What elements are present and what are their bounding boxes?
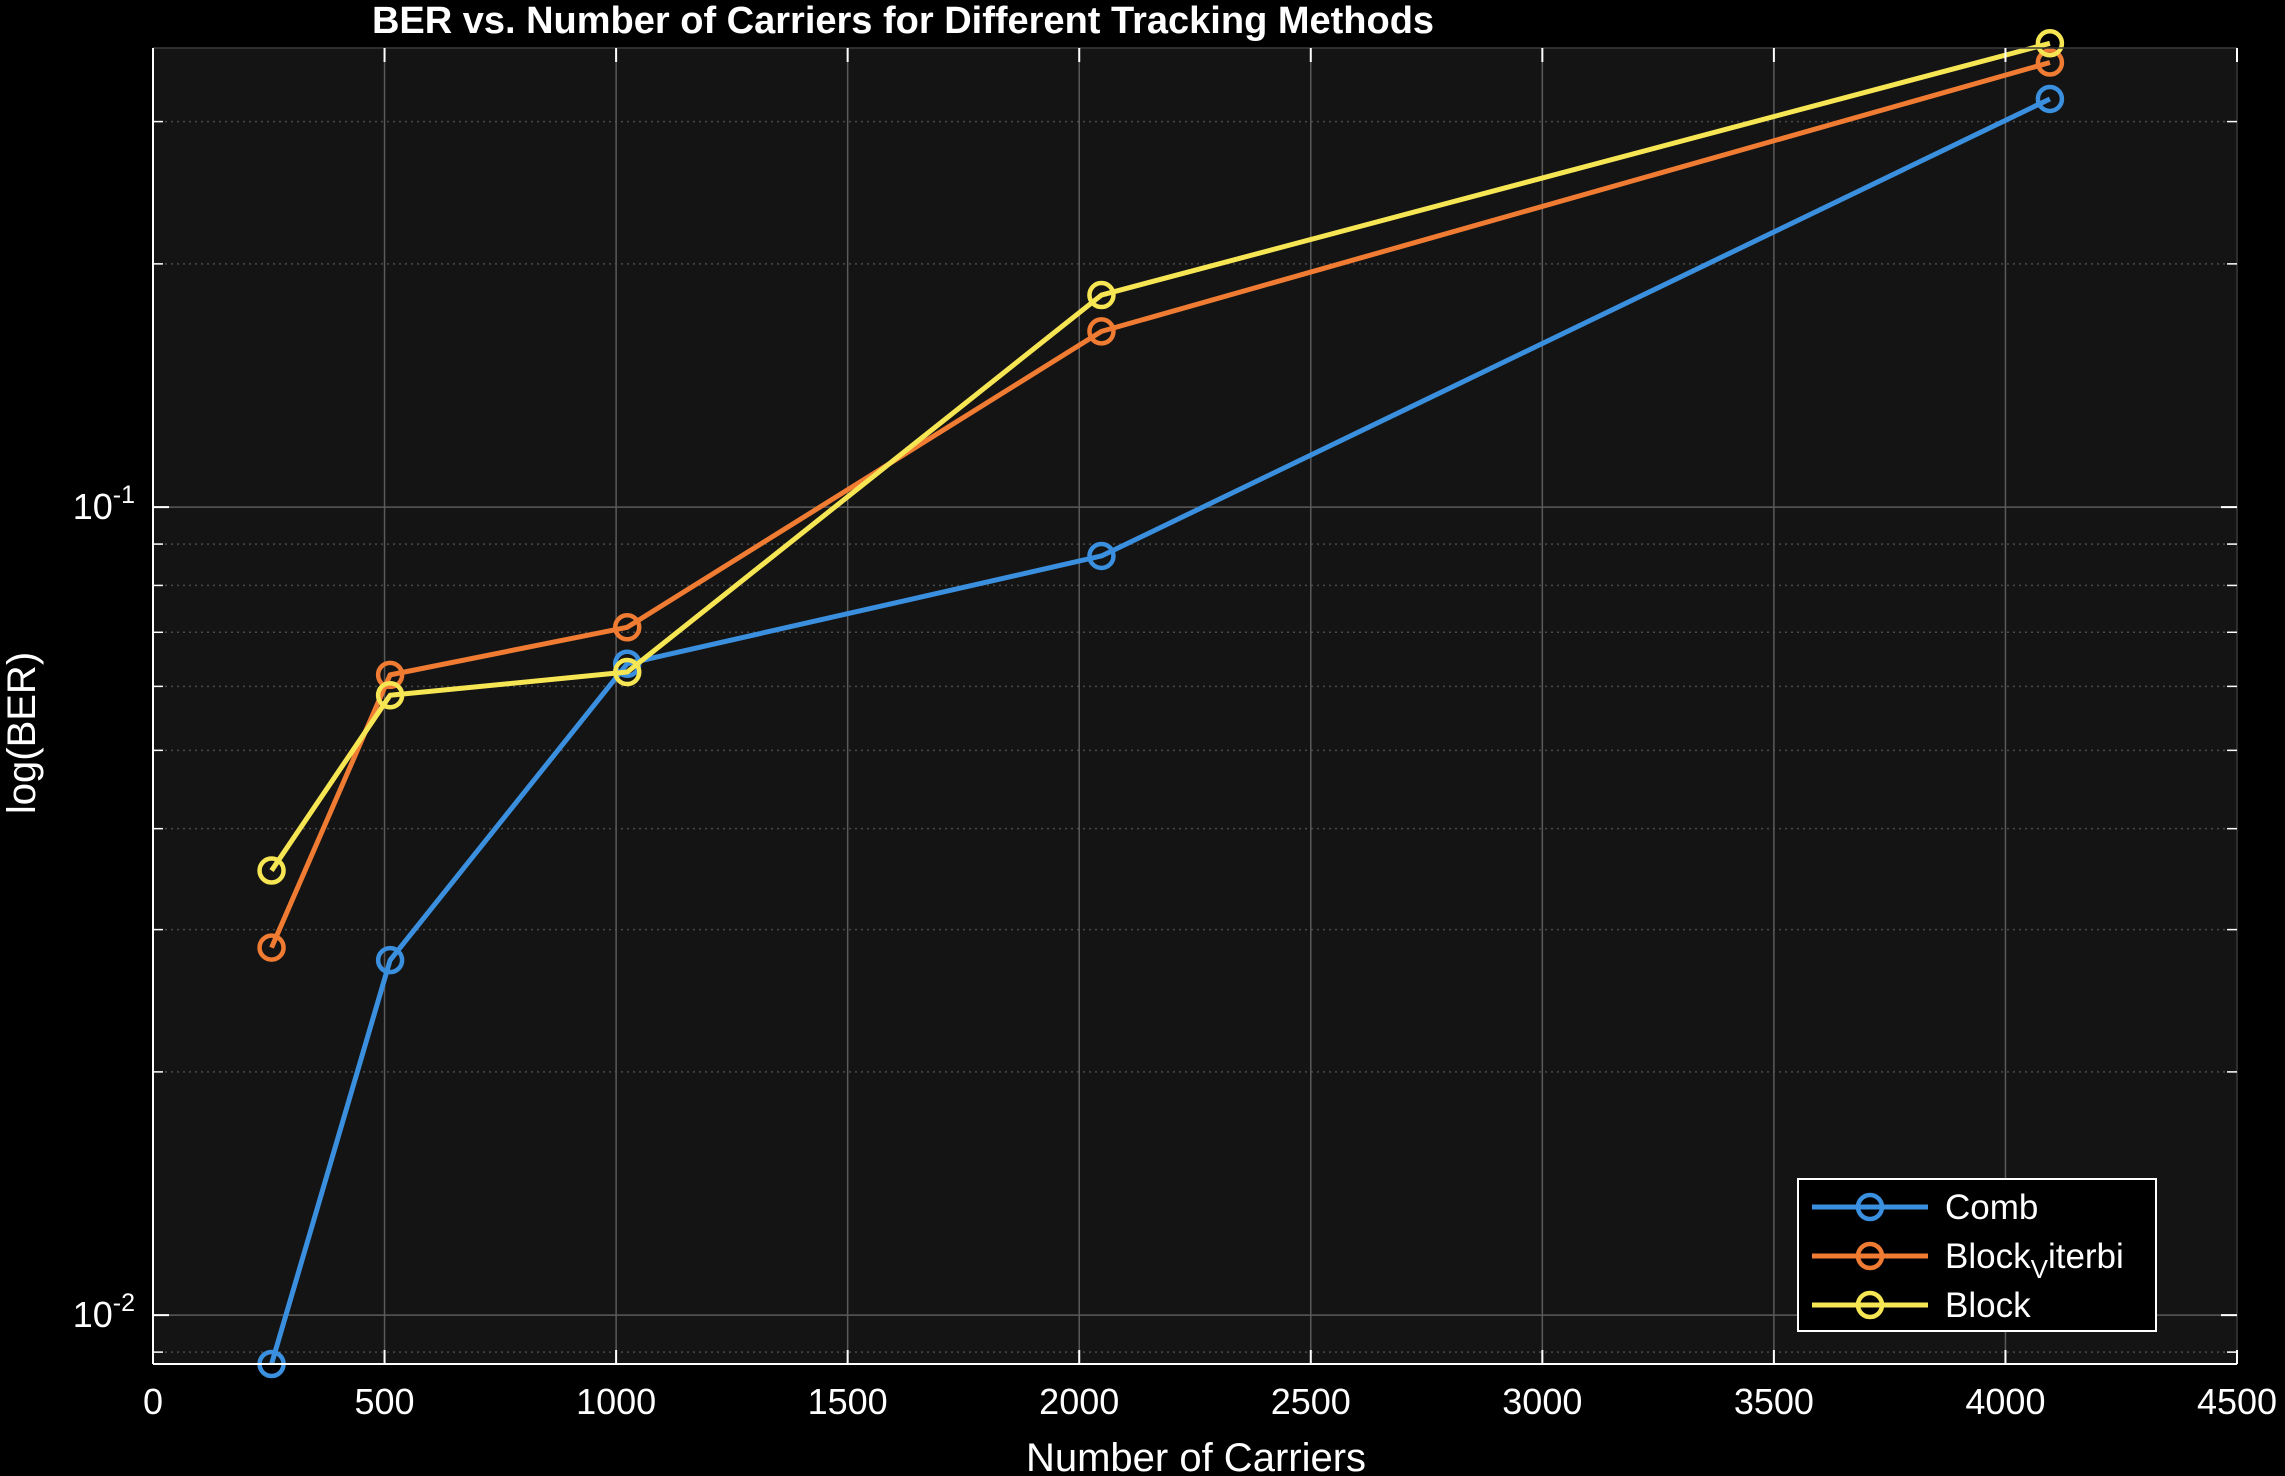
legend-item: Block	[1812, 1286, 2031, 1325]
y-axis-label: log(BER)	[0, 652, 44, 814]
axes-frame	[152, 47, 2238, 1365]
plot-area	[153, 48, 2237, 1364]
legend-label: Comb	[1945, 1188, 2038, 1227]
x-tick-label: 2000	[1039, 1381, 1119, 1422]
x-tick-label: 3000	[1502, 1381, 1582, 1422]
data-point	[1087, 280, 1116, 310]
series-comb	[257, 84, 2065, 1379]
data-point	[2035, 84, 2065, 114]
major-grid	[153, 48, 2237, 1364]
series-layer	[257, 29, 2065, 1379]
x-tick-label: 1000	[576, 1381, 656, 1422]
y-tick-label: 10-2	[73, 1289, 135, 1335]
series-line	[269, 40, 2051, 872]
data-point	[375, 681, 405, 710]
x-axis-ticks: 0 500 1000 1500 2000 2500 3000 3500 4000 4500	[143, 48, 2277, 1422]
legend-item: Comb	[1812, 1188, 2038, 1227]
series-block-viterbi	[257, 48, 2065, 962]
x-tick-label: 2500	[1271, 1381, 1351, 1422]
x-tick-label: 3500	[1734, 1381, 1814, 1422]
data-point	[612, 613, 642, 642]
data-point	[1087, 317, 1116, 346]
x-axis-label: Number of Carriers	[1026, 1436, 1366, 1476]
legend-marker	[1855, 1192, 1885, 1222]
data-point	[257, 856, 286, 885]
data-point	[375, 945, 405, 975]
x-tick-label: 500	[355, 1381, 415, 1422]
data-point	[257, 933, 286, 962]
legend-marker	[1855, 1241, 1885, 1271]
data-point	[612, 657, 642, 687]
y-tick-label: 10-1	[73, 481, 135, 527]
data-point	[2035, 29, 2065, 58]
data-point	[375, 660, 405, 690]
legend-marker	[1855, 1290, 1885, 1320]
x-tick-label: 4000	[1965, 1381, 2045, 1422]
x-tick-label: 1500	[808, 1381, 888, 1422]
series-line	[269, 60, 2051, 949]
legend-label: BlockViterbi	[1945, 1237, 2124, 1284]
data-point	[2035, 48, 2065, 77]
y-axis-ticks: 10-2 10-1	[73, 120, 2237, 1353]
legend-label: Block	[1945, 1286, 2031, 1325]
x-tick-label: 0	[143, 1381, 163, 1422]
chart-title: BER vs. Number of Carriers for Different…	[372, 0, 1434, 42]
series-line	[269, 96, 2051, 1365]
series-block	[257, 29, 2065, 885]
data-point	[1087, 541, 1116, 571]
legend-item: BlockViterbi	[1812, 1237, 2124, 1284]
x-tick-label: 4500	[2197, 1381, 2277, 1422]
